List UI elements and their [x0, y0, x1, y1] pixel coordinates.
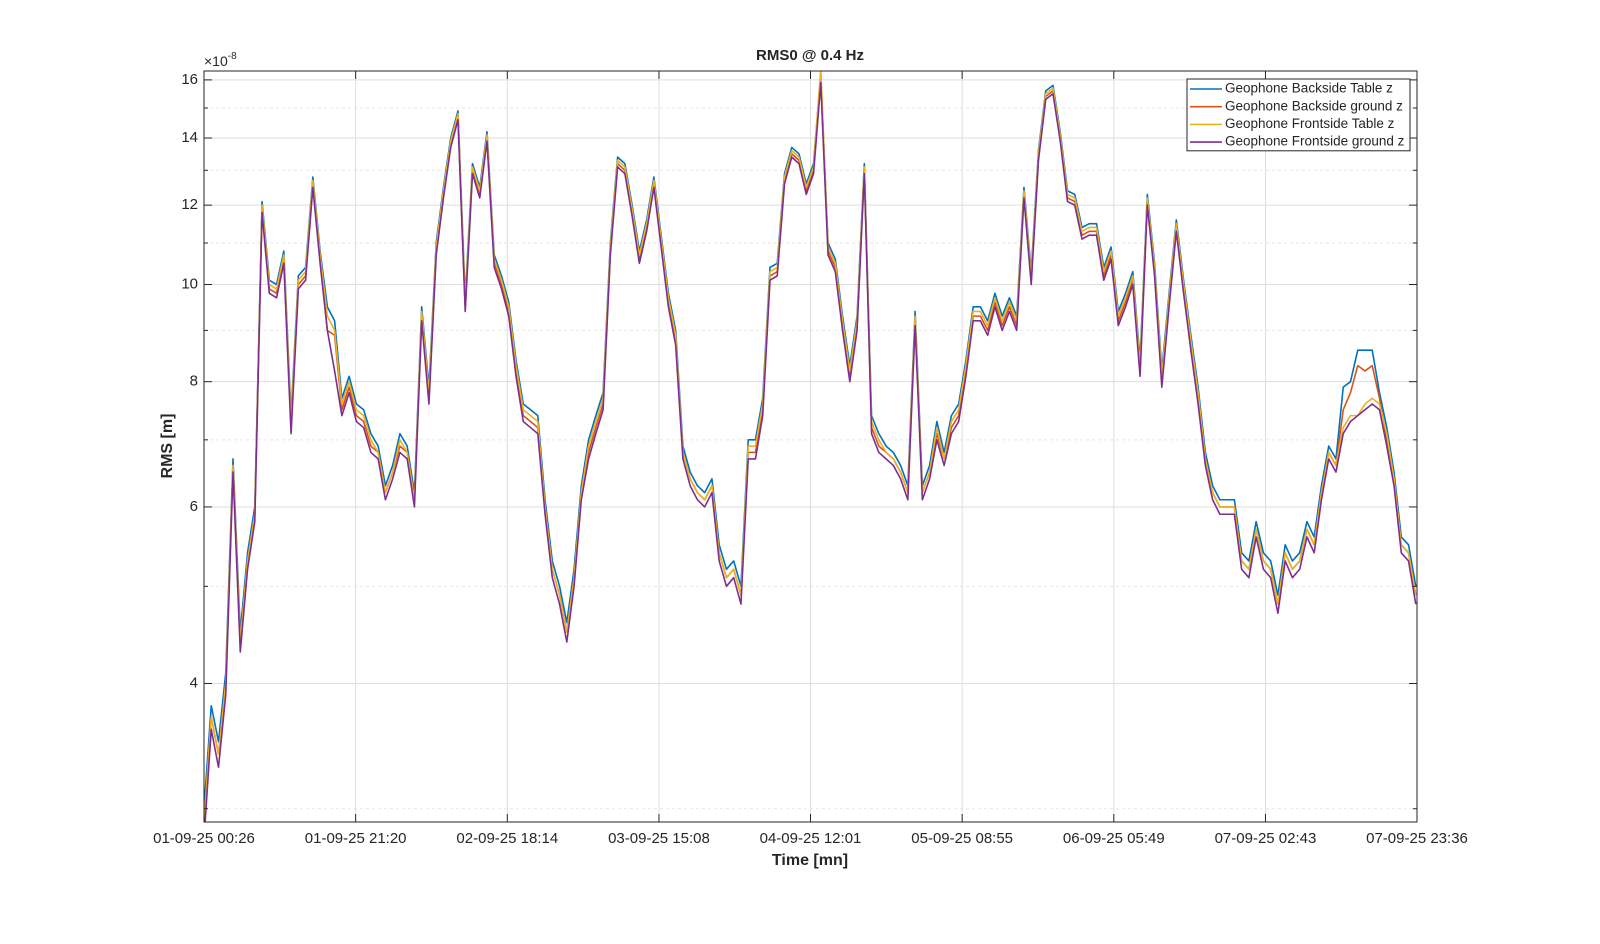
x-tick-label: 06-09-25 05:49 — [1063, 830, 1165, 847]
x-tick-label: 05-09-25 08:55 — [911, 830, 1013, 847]
x-axis-label: Time [mn] — [772, 852, 848, 869]
x-tick-label: 07-09-25 02:43 — [1215, 830, 1317, 847]
legend-label: Geophone Backside Table z — [1225, 81, 1393, 96]
y-tick-label: 6 — [190, 498, 198, 515]
x-tick-label: 01-09-25 21:20 — [305, 830, 407, 847]
y-tick-label: 4 — [190, 674, 198, 691]
y-axis-label: RMS [m] — [159, 414, 176, 479]
y-multiplier-base: ×10 — [204, 53, 228, 69]
y-tick-label: 12 — [181, 196, 198, 213]
legend-label: Geophone Frontside ground z — [1225, 134, 1405, 149]
y-tick-label: 16 — [181, 71, 198, 88]
x-tick-label: 04-09-25 12:01 — [760, 830, 862, 847]
y-tick-label: 10 — [181, 275, 198, 292]
chart-title: RMS0 @ 0.4 Hz — [756, 47, 864, 64]
y-tick-label: 8 — [190, 373, 198, 390]
x-tick-label: 02-09-25 18:14 — [456, 830, 558, 847]
ticks: 4 6 8 10 12 14 16 01-09-25 00:26 01-09-25 21:20 0… — [153, 71, 1468, 847]
y-multiplier: ×10-8 — [204, 51, 237, 69]
series-line — [204, 81, 1417, 822]
series-line — [204, 71, 1417, 822]
series-line — [204, 73, 1417, 809]
x-tick-label: 03-09-25 15:08 — [608, 830, 710, 847]
y-tick-label: 14 — [181, 129, 198, 146]
legend: Geophone Backside Table z Geophone Backsi… — [1186, 78, 1411, 152]
y-multiplier-exponent: -8 — [228, 51, 237, 62]
legend-label: Geophone Backside ground z — [1225, 98, 1403, 113]
lines — [204, 71, 1417, 822]
x-tick-label: 07-09-25 23:36 — [1366, 830, 1468, 847]
x-tick-label: 01-09-25 00:26 — [153, 830, 255, 847]
legend-label: Geophone Frontside Table z — [1225, 116, 1395, 131]
legend-box — [1186, 78, 1411, 152]
